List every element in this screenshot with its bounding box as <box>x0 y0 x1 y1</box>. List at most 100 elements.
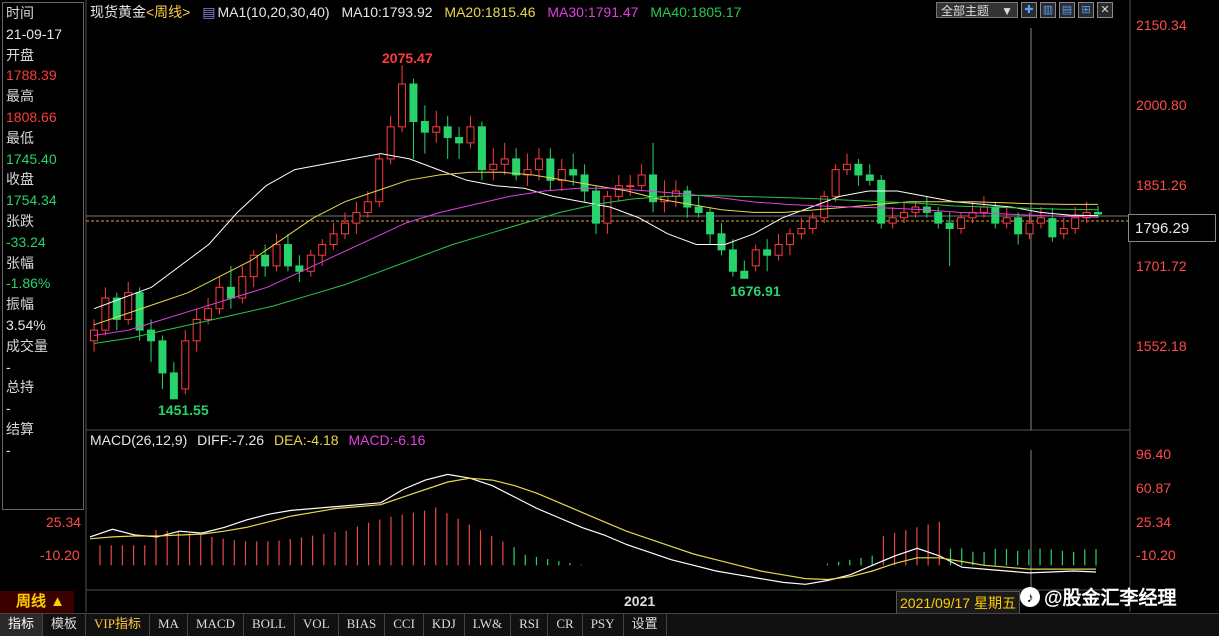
candle-body <box>478 127 485 170</box>
candle-body <box>273 245 280 266</box>
candle-body <box>490 164 497 169</box>
macd-tick-1: 60.87 <box>1136 480 1171 496</box>
indicator-tab[interactable]: BOLL <box>244 614 295 636</box>
candle-body <box>832 170 839 197</box>
candle-body <box>148 330 155 341</box>
indicator-tab[interactable]: KDJ <box>424 614 465 636</box>
candle-body <box>752 250 759 266</box>
macd-value: MACD:-6.16 <box>348 432 425 448</box>
candle-body <box>901 212 908 217</box>
candle-body <box>467 127 474 143</box>
candle-body <box>456 138 463 143</box>
macd-dea: DEA:-4.18 <box>274 432 339 448</box>
candle-body <box>1026 223 1033 234</box>
indicator-tab[interactable]: PSY <box>583 614 624 636</box>
indicator-tab[interactable]: 模板 <box>43 614 86 636</box>
indicator-tab[interactable]: 设置 <box>624 614 667 636</box>
candle-body <box>159 341 166 373</box>
candle-body <box>136 293 143 330</box>
candle-body <box>1049 219 1056 237</box>
low-annotation: 1451.55 <box>158 402 209 418</box>
indicator-tab[interactable]: CR <box>548 614 582 636</box>
candle-body <box>786 234 793 245</box>
candle-body <box>421 121 428 132</box>
candle-body <box>980 207 987 212</box>
candle-body <box>330 234 337 245</box>
candle-body <box>570 170 577 175</box>
price-tick-0: 2150.34 <box>1136 17 1187 33</box>
macd-left-tick-1: -10.20 <box>40 547 80 563</box>
indicator-tab[interactable]: RSI <box>511 614 548 636</box>
candle-body <box>501 159 508 164</box>
period-selector[interactable]: 周线 ▲ <box>0 591 74 613</box>
candle-body <box>1015 218 1022 234</box>
candle-body <box>627 186 634 187</box>
candle-body <box>855 164 862 175</box>
candle-body <box>764 250 771 255</box>
indicator-tab[interactable]: VOL <box>295 614 339 636</box>
candle-body <box>1003 218 1010 223</box>
indicator-tab[interactable]: LW& <box>465 614 511 636</box>
indicator-tab[interactable]: BIAS <box>339 614 386 636</box>
indicator-tab[interactable]: VIP指标 <box>86 614 150 636</box>
watermark-text: @股金汇李经理 <box>1044 588 1177 609</box>
indicator-tab[interactable]: MA <box>150 614 188 636</box>
candle-body <box>535 159 542 170</box>
candle-body <box>741 271 748 278</box>
indicator-tab[interactable]: 指标 <box>0 614 43 636</box>
candle-body <box>718 234 725 250</box>
candle-body <box>889 218 896 223</box>
price-tick-2: 1851.26 <box>1136 177 1187 193</box>
macd-group <box>90 474 1096 584</box>
candle-body <box>444 127 451 138</box>
mid-low-annotation: 1676.91 <box>730 283 781 299</box>
candle-body <box>593 191 600 223</box>
candle-body <box>319 245 326 256</box>
candle-body <box>558 170 565 181</box>
candle-body <box>410 84 417 121</box>
candle-body <box>958 218 965 229</box>
candle-body <box>307 255 314 271</box>
price-tick-1: 2000.80 <box>1136 97 1187 113</box>
date-label: 2021/09/17 星期五 <box>896 591 1020 615</box>
macd-left-tick-0: 25.34 <box>46 514 81 530</box>
candle-body <box>433 127 440 132</box>
candle-body <box>182 341 189 389</box>
candle-body <box>1072 218 1079 229</box>
current-price-box: 1796.29 <box>1128 214 1216 242</box>
candle-body <box>513 159 520 175</box>
price-tick-4: 1552.18 <box>1136 338 1187 354</box>
candle-body <box>695 207 702 212</box>
candle-body <box>775 245 782 256</box>
candle-body <box>1095 212 1102 214</box>
candle-body <box>364 202 371 213</box>
candle-body <box>342 223 349 234</box>
macd-diff: DIFF:-7.26 <box>197 432 264 448</box>
candle-body <box>262 255 269 266</box>
candle-body <box>992 207 999 223</box>
candle-body <box>798 228 805 233</box>
candle-body <box>170 373 177 399</box>
year-label: 2021 <box>624 593 655 609</box>
high-annotation: 2075.47 <box>382 50 433 66</box>
macd-tick-0: 96.40 <box>1136 446 1171 462</box>
candle-body <box>1060 228 1067 233</box>
macd-header: MACD(26,12,9) DIFF:-7.26 DEA:-4.18 MACD:… <box>90 431 431 449</box>
macd-dea-line <box>90 478 1096 579</box>
candle-body <box>284 245 291 266</box>
macd-diff-line <box>90 474 1096 584</box>
ma-lines-group <box>94 154 1098 344</box>
watermark: ♪ @股金汇李经理 <box>1020 583 1177 610</box>
indicator-tab[interactable]: MACD <box>188 614 244 636</box>
candle-body <box>844 164 851 169</box>
candle-body <box>729 250 736 271</box>
candles-group <box>91 65 1102 399</box>
candle-body <box>604 196 611 223</box>
macd-title: MACD(26,12,9) <box>90 432 187 448</box>
candle-body <box>615 186 622 197</box>
indicator-tab[interactable]: CCI <box>385 614 424 636</box>
macd-tick-3: -10.20 <box>1136 547 1176 563</box>
candle-body <box>387 127 394 159</box>
candle-body <box>935 212 942 223</box>
candle-body <box>205 309 212 320</box>
